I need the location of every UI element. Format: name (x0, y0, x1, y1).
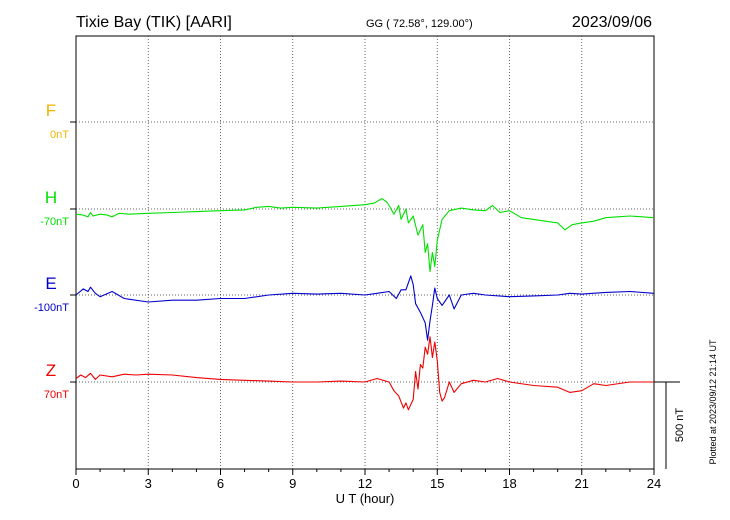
component-baseline-f: 0nT (50, 129, 69, 141)
series-layer (75, 198, 655, 411)
component-baseline-z: 70nT (44, 389, 69, 401)
component-label-h: H (45, 188, 57, 207)
station-coordinates: GG ( 72.58°, 129.00°) (366, 18, 473, 30)
x-axis: 0 3 6 9 12 15 18 21 24 (72, 469, 661, 491)
series-line-e (75, 275, 655, 341)
scale-bar: 500 nT (654, 381, 686, 469)
grid-layer (147, 36, 583, 469)
series-line-z (75, 336, 654, 411)
station-title: Tixie Bay (TIK) [AARI] (76, 14, 232, 31)
series-line-h (75, 198, 655, 273)
x-tick-label: 18 (502, 476, 516, 491)
x-axis-title: U T (hour) (336, 491, 395, 506)
baseline-layer (70, 121, 654, 383)
x-tick-label: 24 (647, 476, 661, 491)
component-label-e: E (45, 274, 56, 293)
scale-bar-label: 500 nT (674, 408, 686, 443)
x-tick-label: 21 (575, 476, 589, 491)
x-tick-label: 12 (358, 476, 372, 491)
observation-date: 2023/09/06 (572, 14, 652, 31)
x-tick-label: 6 (217, 476, 224, 491)
component-label-z: Z (46, 361, 56, 380)
plotted-timestamp: Plotted at 2023/09/12 21:14 UT (708, 339, 718, 465)
component-label-f: F (46, 101, 56, 120)
x-tick-label: 3 (145, 476, 152, 491)
component-baseline-e: -100nT (34, 302, 69, 314)
x-tick-label: 0 (72, 476, 79, 491)
component-labels: F 0nT H -70nT E -100nT Z 70nT (34, 101, 69, 401)
x-tick-label: 15 (430, 476, 444, 491)
x-tick-label: 9 (289, 476, 296, 491)
component-baseline-h: -70nT (40, 216, 69, 228)
